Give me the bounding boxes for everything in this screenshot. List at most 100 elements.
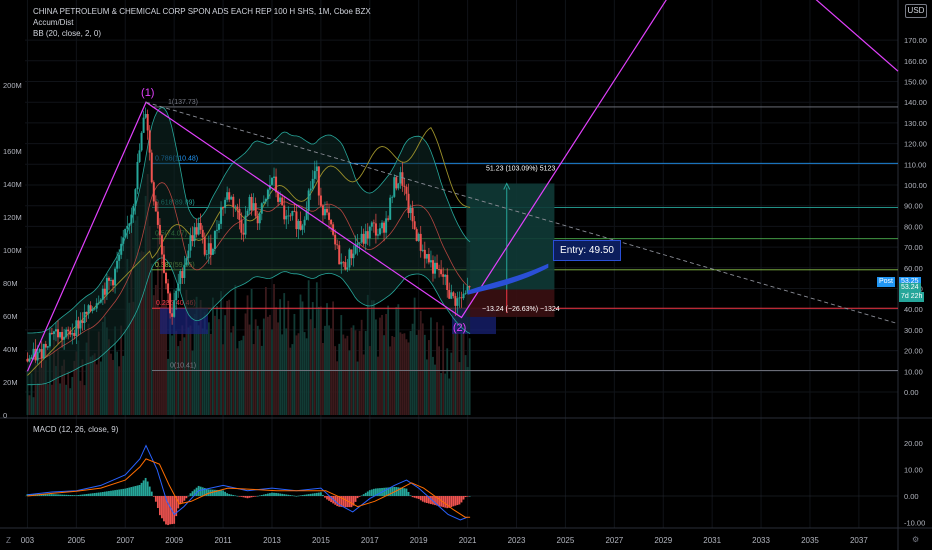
volume-bar bbox=[203, 312, 206, 415]
price-candle bbox=[63, 336, 66, 340]
time-tick-label: 2021 bbox=[459, 536, 477, 545]
elliott-wave-line bbox=[815, 0, 899, 72]
macd-histogram-bar bbox=[230, 494, 233, 496]
macd-histogram-bar bbox=[344, 496, 347, 508]
price-candle bbox=[191, 235, 194, 242]
price-candle bbox=[330, 219, 333, 225]
macd-histogram-bar bbox=[61, 494, 63, 496]
macd-histogram-bar bbox=[191, 491, 194, 496]
timezone-icon[interactable]: Z bbox=[6, 536, 11, 545]
price-candle bbox=[150, 152, 153, 183]
settings-gear-icon[interactable]: ⚙ bbox=[912, 535, 920, 544]
time-tick-label: 2009 bbox=[165, 536, 183, 545]
price-candle bbox=[140, 132, 143, 151]
volume-bar bbox=[285, 328, 288, 415]
macd-histogram-bar bbox=[273, 492, 275, 496]
volume-bar bbox=[360, 319, 363, 415]
bollinger-upper bbox=[27, 106, 471, 334]
indicator-bollinger[interactable]: BB (20, close, 2, 0) bbox=[33, 29, 102, 38]
macd-histogram-bar bbox=[252, 496, 255, 497]
price-candle bbox=[65, 329, 68, 337]
price-candle bbox=[185, 258, 188, 265]
volume-bar bbox=[403, 333, 406, 415]
price-candle bbox=[391, 196, 394, 198]
volume-bar bbox=[83, 385, 86, 415]
price-tick-label: 10.00 bbox=[904, 367, 923, 376]
price-candle bbox=[458, 297, 461, 299]
price-candle bbox=[26, 358, 29, 362]
volume-bar bbox=[303, 332, 306, 415]
chart-header: CHINA PETROLEUM & CHEMICAL CORP SPON ADS… bbox=[33, 6, 371, 39]
price-candle bbox=[407, 193, 410, 214]
macd-histogram-bar bbox=[57, 494, 59, 496]
volume-bar bbox=[93, 353, 96, 415]
indicator-macd[interactable]: MACD (12, 26, close, 9) bbox=[33, 425, 119, 434]
time-tick-label: 2031 bbox=[703, 536, 721, 545]
macd-histogram-bar bbox=[167, 496, 169, 526]
macd-histogram-bar bbox=[295, 496, 298, 497]
macd-histogram-bar bbox=[452, 496, 455, 507]
macd-histogram-bar bbox=[112, 490, 114, 496]
price-candle bbox=[427, 254, 430, 263]
macd-histogram-bar bbox=[456, 496, 459, 506]
price-candle bbox=[222, 206, 225, 208]
volume-bar bbox=[159, 306, 161, 415]
profit-arrow-head bbox=[503, 182, 511, 190]
volume-bar bbox=[462, 323, 465, 415]
macd-histogram-bar bbox=[405, 488, 408, 496]
price-candle bbox=[368, 226, 371, 239]
macd-histogram-bar bbox=[103, 491, 106, 496]
price-candle bbox=[399, 172, 402, 184]
price-candle bbox=[260, 203, 263, 214]
macd-histogram-bar bbox=[262, 494, 265, 496]
symbol-title[interactable]: CHINA PETROLEUM & CHEMICAL CORP SPON ADS… bbox=[33, 7, 371, 16]
volume-bar bbox=[61, 365, 63, 415]
volume-bar bbox=[218, 319, 220, 415]
price-candle bbox=[144, 114, 147, 118]
volume-bar bbox=[36, 383, 39, 415]
price-candle bbox=[54, 329, 57, 332]
price-candle bbox=[350, 249, 353, 259]
price-candle bbox=[456, 298, 459, 306]
macd-histogram-bar bbox=[144, 477, 147, 496]
macd-histogram-bar bbox=[242, 496, 245, 498]
wave-label-1: (1) bbox=[141, 87, 154, 99]
volume-bar bbox=[207, 322, 210, 415]
entry-label[interactable]: Entry: 49.50 bbox=[553, 240, 621, 261]
macd-histogram-bar bbox=[77, 495, 80, 496]
volume-tick-label: 160M bbox=[3, 147, 22, 156]
price-candle bbox=[179, 271, 182, 284]
price-candle bbox=[207, 243, 210, 255]
volume-bar bbox=[81, 359, 84, 415]
price-candle bbox=[281, 197, 284, 206]
volume-bar bbox=[85, 342, 88, 415]
volume-bar bbox=[132, 301, 135, 415]
macd-histogram-bar bbox=[40, 494, 43, 496]
volume-bar bbox=[91, 355, 94, 415]
volume-bar bbox=[421, 323, 424, 415]
volume-bar bbox=[59, 383, 61, 415]
price-candle bbox=[32, 348, 35, 358]
macd-histogram-bar bbox=[203, 488, 206, 496]
macd-histogram-bar bbox=[379, 488, 381, 496]
macd-histogram-bar bbox=[116, 489, 119, 496]
currency-badge[interactable]: USD bbox=[905, 4, 927, 18]
indicator-accum-dist[interactable]: Accum/Dist bbox=[33, 18, 74, 27]
macd-histogram-bar bbox=[238, 496, 241, 497]
macd-histogram-bar bbox=[128, 487, 131, 496]
price-candle bbox=[44, 343, 47, 348]
volume-bar bbox=[152, 295, 155, 415]
price-candle bbox=[101, 288, 104, 300]
macd-histogram-bar bbox=[366, 491, 369, 496]
bollinger-lower bbox=[27, 257, 471, 386]
price-candle bbox=[103, 288, 106, 295]
macd-histogram-bar bbox=[352, 496, 355, 506]
price-candle bbox=[57, 329, 60, 338]
macd-histogram-bar bbox=[244, 496, 247, 498]
volume-bar bbox=[344, 338, 347, 415]
volume-bar bbox=[224, 315, 227, 415]
price-tick-label: 0.00 bbox=[904, 388, 919, 397]
macd-histogram-bar bbox=[250, 496, 253, 498]
macd-histogram-bar bbox=[207, 489, 210, 496]
